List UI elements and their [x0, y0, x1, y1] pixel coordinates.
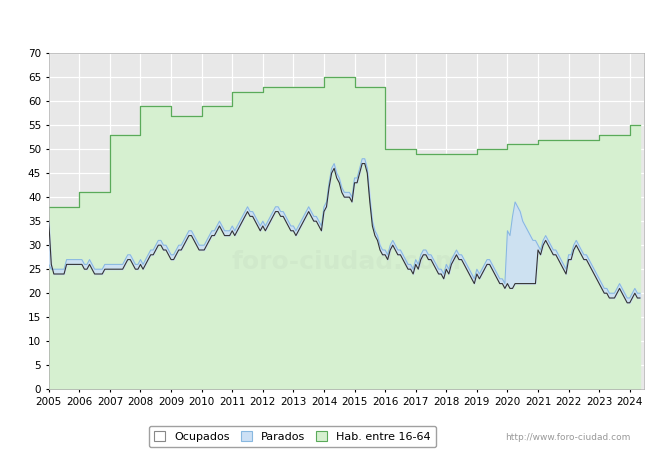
- Legend: Ocupados, Parados, Hab. entre 16-64: Ocupados, Parados, Hab. entre 16-64: [149, 426, 436, 447]
- Text: foro-ciudad.com: foro-ciudad.com: [231, 249, 461, 274]
- Text: Zorraquín - Evolucion de la poblacion en edad de Trabajar Mayo de 2024: Zorraquín - Evolucion de la poblacion en…: [83, 20, 567, 33]
- Text: http://www.foro-ciudad.com: http://www.foro-ciudad.com: [505, 433, 630, 442]
